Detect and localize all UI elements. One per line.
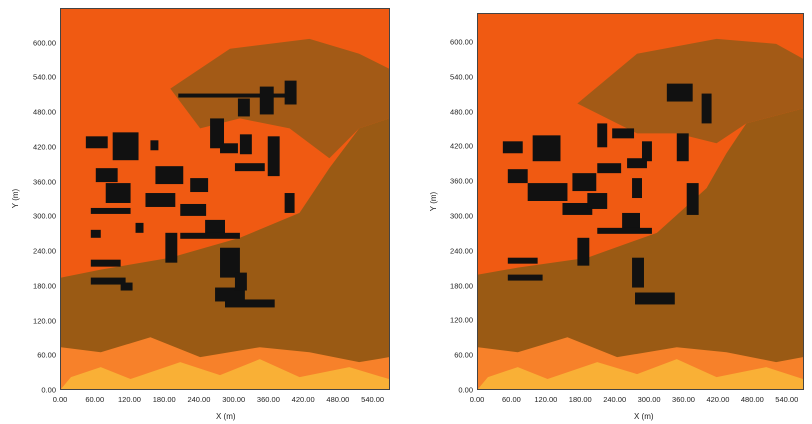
peak-zone-area <box>478 359 803 389</box>
y-tick-label: 600.00 <box>33 38 56 48</box>
x-tick-label: 180.00 <box>152 395 176 404</box>
x-tick-label: 0.00 <box>469 395 485 404</box>
y-tick-label: 0.00 <box>458 385 473 395</box>
buildings-left <box>85 80 297 308</box>
peak-zone-area <box>61 359 389 389</box>
y-tick-label: 60.00 <box>37 350 56 360</box>
map-panel-right: 0.00 60.00 120.00 180.00 240.00 300.00 360.00 4… <box>418 0 812 424</box>
y-tick-label: 120.00 <box>33 316 56 326</box>
x-tick-label: 420.00 <box>291 395 315 404</box>
x-tick-label: 360.00 <box>672 395 695 404</box>
y-tick-label: 480.00 <box>33 107 56 117</box>
map-plot-left <box>60 8 390 390</box>
x-tick-label: 360.00 <box>256 395 280 404</box>
y-tick-label: 420.00 <box>450 141 473 151</box>
x-tick-label: 420.00 <box>706 395 730 404</box>
x-tick-label: 0.00 <box>52 395 68 404</box>
y-tick-label: 240.00 <box>33 246 56 256</box>
y-tick-label: 180.00 <box>33 281 56 291</box>
y-tick-label: 0.00 <box>41 385 56 395</box>
y-tick-label: 60.00 <box>454 350 473 360</box>
x-tick-label: 540.00 <box>361 395 385 404</box>
x-tick-label: 120.00 <box>117 395 141 404</box>
x-tick-label: 60.00 <box>85 395 105 404</box>
buildings-right <box>502 83 712 305</box>
map-plot-right <box>477 13 804 390</box>
y-tick-label: 120.00 <box>450 315 473 325</box>
y-tick-label: 360.00 <box>450 176 473 186</box>
x-tick-label: 60.00 <box>502 395 521 404</box>
y-tick-label: 420.00 <box>33 142 56 152</box>
x-tick-label: 540.00 <box>775 395 799 404</box>
x-tick-label: 180.00 <box>568 395 592 404</box>
y-tick-label: 600.00 <box>450 37 473 47</box>
low-zone-area <box>478 108 803 389</box>
x-tick-label: 300.00 <box>222 395 246 404</box>
x-tick-label: 240.00 <box>603 395 627 404</box>
y-tick-label: 540.00 <box>33 72 56 82</box>
x-tick-label: 240.00 <box>187 395 211 404</box>
x-tick-label: 480.00 <box>740 395 764 404</box>
x-axis-label: X (m) <box>216 412 236 421</box>
x-tick-label: 120.00 <box>534 395 558 404</box>
mid-zone-area <box>170 38 389 159</box>
map-panel-left: 0.00 60.00 120.00 180.00 240.00 300.00 360.00 4… <box>0 0 400 424</box>
y-axis-label: Y (m) <box>11 188 21 209</box>
y-tick-label: 360.00 <box>33 177 56 187</box>
y-tick-label: 240.00 <box>450 246 473 256</box>
concentration-map-right <box>478 14 803 389</box>
y-tick-label: 300.00 <box>450 211 473 221</box>
y-axis-label: Y (m) <box>429 191 439 211</box>
y-tick-label: 300.00 <box>33 211 56 221</box>
x-axis-label: X (m) <box>634 412 654 421</box>
concentration-map-left <box>61 9 389 389</box>
y-tick-label: 480.00 <box>450 107 473 117</box>
x-tick-label: 300.00 <box>637 395 661 404</box>
x-tick-label: 480.00 <box>326 395 350 404</box>
y-tick-label: 540.00 <box>450 72 473 82</box>
y-tick-label: 180.00 <box>450 281 473 291</box>
